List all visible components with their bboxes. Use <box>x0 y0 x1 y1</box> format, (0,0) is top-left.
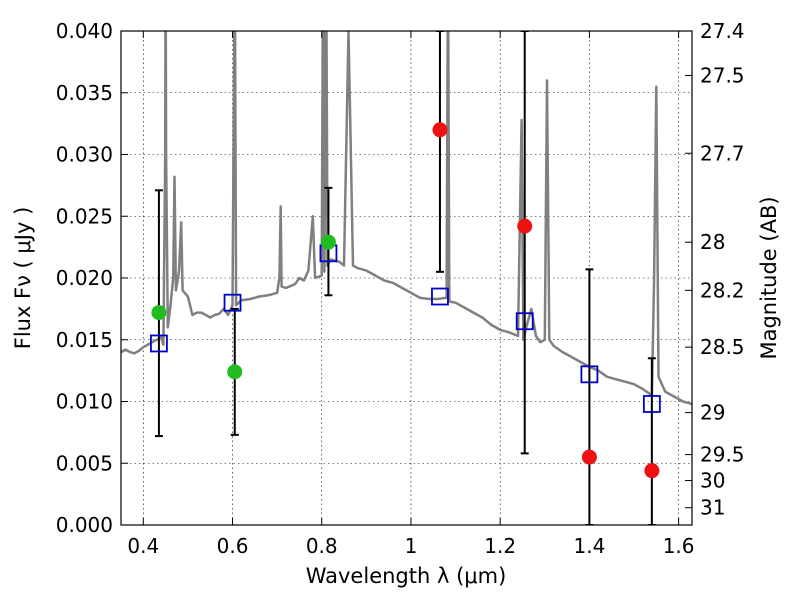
y2-tick-label: 28 <box>700 230 725 254</box>
errorbar-layer <box>154 31 656 525</box>
red-point <box>517 218 533 234</box>
y2-tick-label: 27.5 <box>700 63 745 87</box>
x-tick-label: 0.6 <box>217 534 249 558</box>
y2-tick-label: 29.5 <box>700 443 745 467</box>
x-axis-label: Wavelength λ (μm) <box>306 564 507 588</box>
red-point <box>581 449 597 465</box>
y2-tick-label: 30 <box>700 469 725 493</box>
y2-tick-label: 28.5 <box>700 335 745 359</box>
y-tick-label: 0.010 <box>56 390 113 414</box>
y2-tick-label: 29 <box>700 401 725 425</box>
model-square <box>642 395 661 413</box>
x-tick-label: 1.6 <box>663 534 695 558</box>
y-tick-label: 0.040 <box>56 19 113 43</box>
model-square <box>223 293 242 312</box>
y-tick-label: 0.020 <box>56 266 113 290</box>
y2-tick-label: 27.7 <box>700 141 745 165</box>
model-square <box>431 287 449 306</box>
grid <box>121 30 692 526</box>
red-point <box>644 463 660 479</box>
x-tick-label: 1.2 <box>484 534 516 558</box>
x-tick-label: 1 <box>405 534 418 558</box>
y-tick-label: 0.030 <box>56 143 113 167</box>
x-tick-label: 0.4 <box>127 534 159 558</box>
x-tick-label: 1.4 <box>573 534 605 558</box>
ticks: 0.4 0.6 0.8 1 1.2 1.4 1.6 0.000 0.005 0.010 0.015 0… <box>56 19 745 558</box>
spectrum-line <box>121 31 692 406</box>
y-tick-label: 0.000 <box>56 513 113 537</box>
marker-layer <box>150 122 661 479</box>
y-tick-label: 0.005 <box>56 451 113 475</box>
model-square <box>580 365 599 384</box>
y-tick-label: 0.035 <box>56 81 113 105</box>
red-point <box>432 122 448 138</box>
y-tick-label: 0.025 <box>56 204 113 228</box>
model-square <box>150 334 168 353</box>
y-tick-label: 0.015 <box>56 328 113 352</box>
x-tick-label: 0.8 <box>306 534 338 558</box>
y2-tick-label: 31 <box>700 496 725 520</box>
spectrum-layer <box>121 31 692 406</box>
y2-tick-label: 27.4 <box>700 19 745 43</box>
y-axis-label: Flux Fν ( μJy ) <box>11 207 35 350</box>
detection-point <box>227 364 243 380</box>
detection-point <box>151 305 167 321</box>
y2-tick-label: 28.2 <box>700 278 745 302</box>
detection-point <box>320 234 336 250</box>
model-square <box>515 312 534 331</box>
y2-axis-label: Magnitude (AB) <box>757 196 781 359</box>
